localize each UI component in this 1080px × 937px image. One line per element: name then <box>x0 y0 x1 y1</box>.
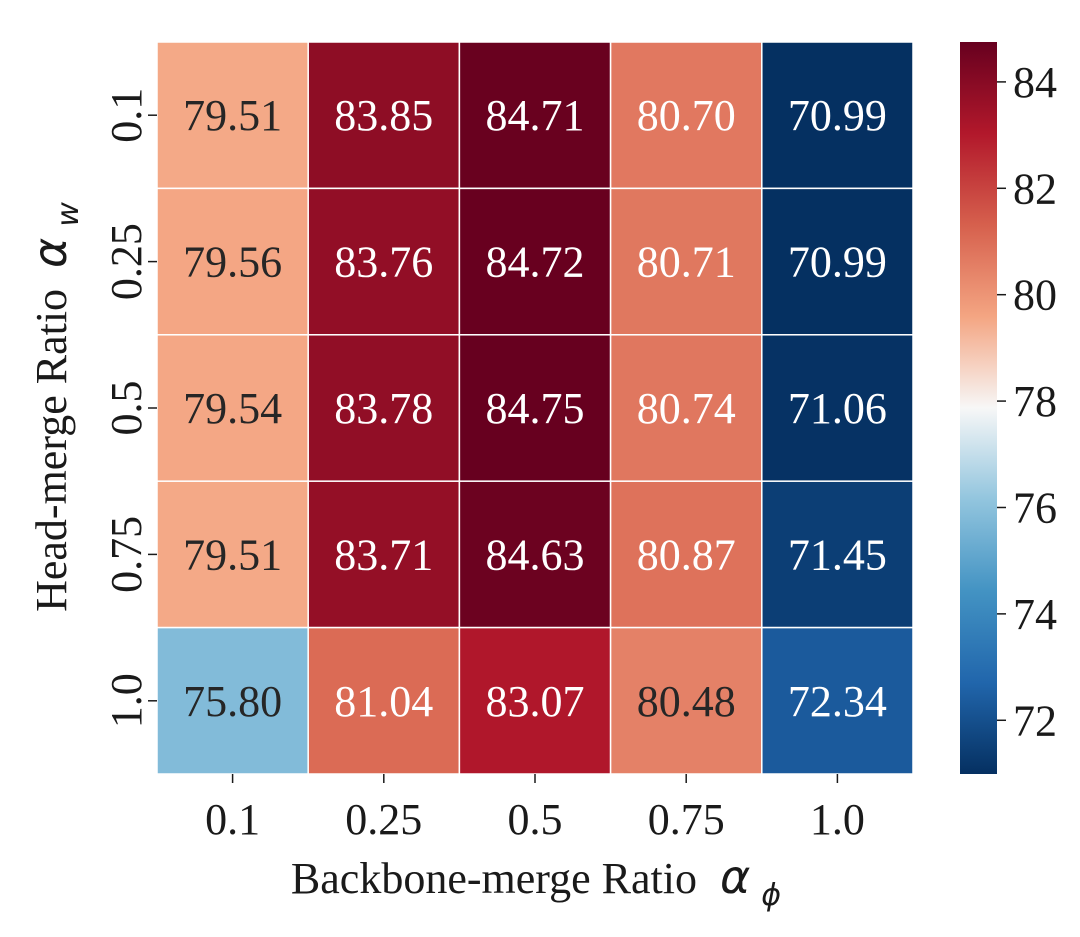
heatmap-cell-label: 72.34 <box>788 677 887 726</box>
colorbar-tick-label: 82 <box>1013 164 1057 213</box>
heatmap-cell-label: 84.63 <box>486 530 585 579</box>
colorbar-ticks: 84 82 80 78 76 74 72 <box>997 58 1057 745</box>
x-axis-label-symbol: α <box>720 850 750 904</box>
heatmap-cell <box>307 334 461 482</box>
heatmap-cell-label: 71.06 <box>788 384 887 433</box>
heatmap-cell <box>761 626 914 775</box>
colorbar-tick-label: 76 <box>1013 483 1057 532</box>
heatmap-cell <box>307 41 461 190</box>
heatmap-cell <box>458 41 612 190</box>
heatmap-cell <box>156 626 309 775</box>
y-tick-label: 0.75 <box>102 516 151 593</box>
heatmap-cell <box>609 41 763 190</box>
y-tick-label: 0.1 <box>102 88 151 143</box>
x-axis-label: Backbone-merge Ratio α ϕ <box>291 850 781 913</box>
x-axis-label-subscript: ϕ <box>761 878 781 913</box>
colorbar-tick-label: 80 <box>1013 271 1057 320</box>
colorbar-tick-label: 78 <box>1013 377 1057 426</box>
heatmap-cell-label: 83.85 <box>334 91 433 140</box>
heatmap-cell-label: 79.51 <box>183 530 282 579</box>
x-tick-label: 0.5 <box>508 795 563 844</box>
heatmap-cells <box>156 41 914 775</box>
heatmap-cell-label: 71.45 <box>788 530 887 579</box>
heatmap-cell-label: 83.76 <box>334 238 433 287</box>
heatmap-cell <box>307 626 461 775</box>
x-tick-label: 0.25 <box>345 795 422 844</box>
heatmap-cell <box>458 187 612 336</box>
heatmap-cell <box>609 334 763 482</box>
heatmap-cell-label: 79.54 <box>183 384 282 433</box>
colorbar-tick-label: 72 <box>1013 696 1057 745</box>
colorbar-tick-label: 74 <box>1013 590 1057 639</box>
y-tick-label: 0.25 <box>102 223 151 300</box>
heatmap-cell <box>761 41 914 190</box>
colorbar <box>960 42 997 774</box>
heatmap-cell <box>609 480 763 629</box>
heatmap-cell-label: 83.07 <box>486 677 585 726</box>
heatmap-cell <box>761 187 914 336</box>
y-axis-label: Head-merge Ratio α w <box>23 202 86 612</box>
y-axis-label-text: Head-merge Ratio <box>27 289 76 612</box>
x-tick-label: 1.0 <box>810 795 865 844</box>
heatmap-cell-label: 80.70 <box>637 91 736 140</box>
heatmap-cell-label: 84.71 <box>486 91 585 140</box>
colorbar-tick-label: 84 <box>1013 58 1057 107</box>
y-tick-label: 1.0 <box>102 673 151 728</box>
heatmap-cell-label: 70.99 <box>788 238 887 287</box>
heatmap-cell-label: 81.04 <box>334 677 433 726</box>
x-tick-label: 0.1 <box>205 795 260 844</box>
heatmap-cell-label: 84.72 <box>486 238 585 287</box>
x-tick-label: 0.75 <box>648 795 725 844</box>
heatmap-cell-label: 70.99 <box>788 91 887 140</box>
heatmap-cell <box>458 334 612 482</box>
heatmap-cell <box>156 41 309 190</box>
heatmap-cell-label: 79.56 <box>183 238 282 287</box>
heatmap-cell <box>458 480 612 629</box>
heatmap-cell-label: 80.74 <box>637 384 736 433</box>
y-axis-label-symbol: α <box>23 238 77 268</box>
heatmap-cell-label: 80.48 <box>637 677 736 726</box>
heatmap-cell <box>307 480 461 629</box>
heatmap-cell-label: 83.71 <box>334 530 433 579</box>
heatmap-cell <box>761 480 914 629</box>
x-axis-ticks: 0.1 0.25 0.5 0.75 1.0 <box>205 774 865 844</box>
y-axis-label-subscript: w <box>51 202 86 227</box>
heatmap-cell-labels: 79.51 83.85 84.71 80.70 70.99 79.56 83.76 84.72… <box>183 91 887 726</box>
heatmap-cell-label: 75.80 <box>183 677 282 726</box>
heatmap-cell <box>761 334 914 482</box>
heatmap-cell <box>458 626 612 775</box>
heatmap-cell <box>156 187 309 336</box>
heatmap-cell-label: 80.71 <box>637 238 736 287</box>
y-tick-label: 0.5 <box>102 381 151 436</box>
heatmap-cell-label: 80.87 <box>637 530 736 579</box>
heatmap-cell-label: 83.78 <box>334 384 433 433</box>
heatmap-cell-label: 84.75 <box>486 384 585 433</box>
heatmap-cell-label: 79.51 <box>183 91 282 140</box>
x-axis-label-text: Backbone-merge Ratio <box>291 854 697 903</box>
y-axis-ticks: 0.1 0.25 0.5 0.75 1.0 <box>102 88 157 728</box>
